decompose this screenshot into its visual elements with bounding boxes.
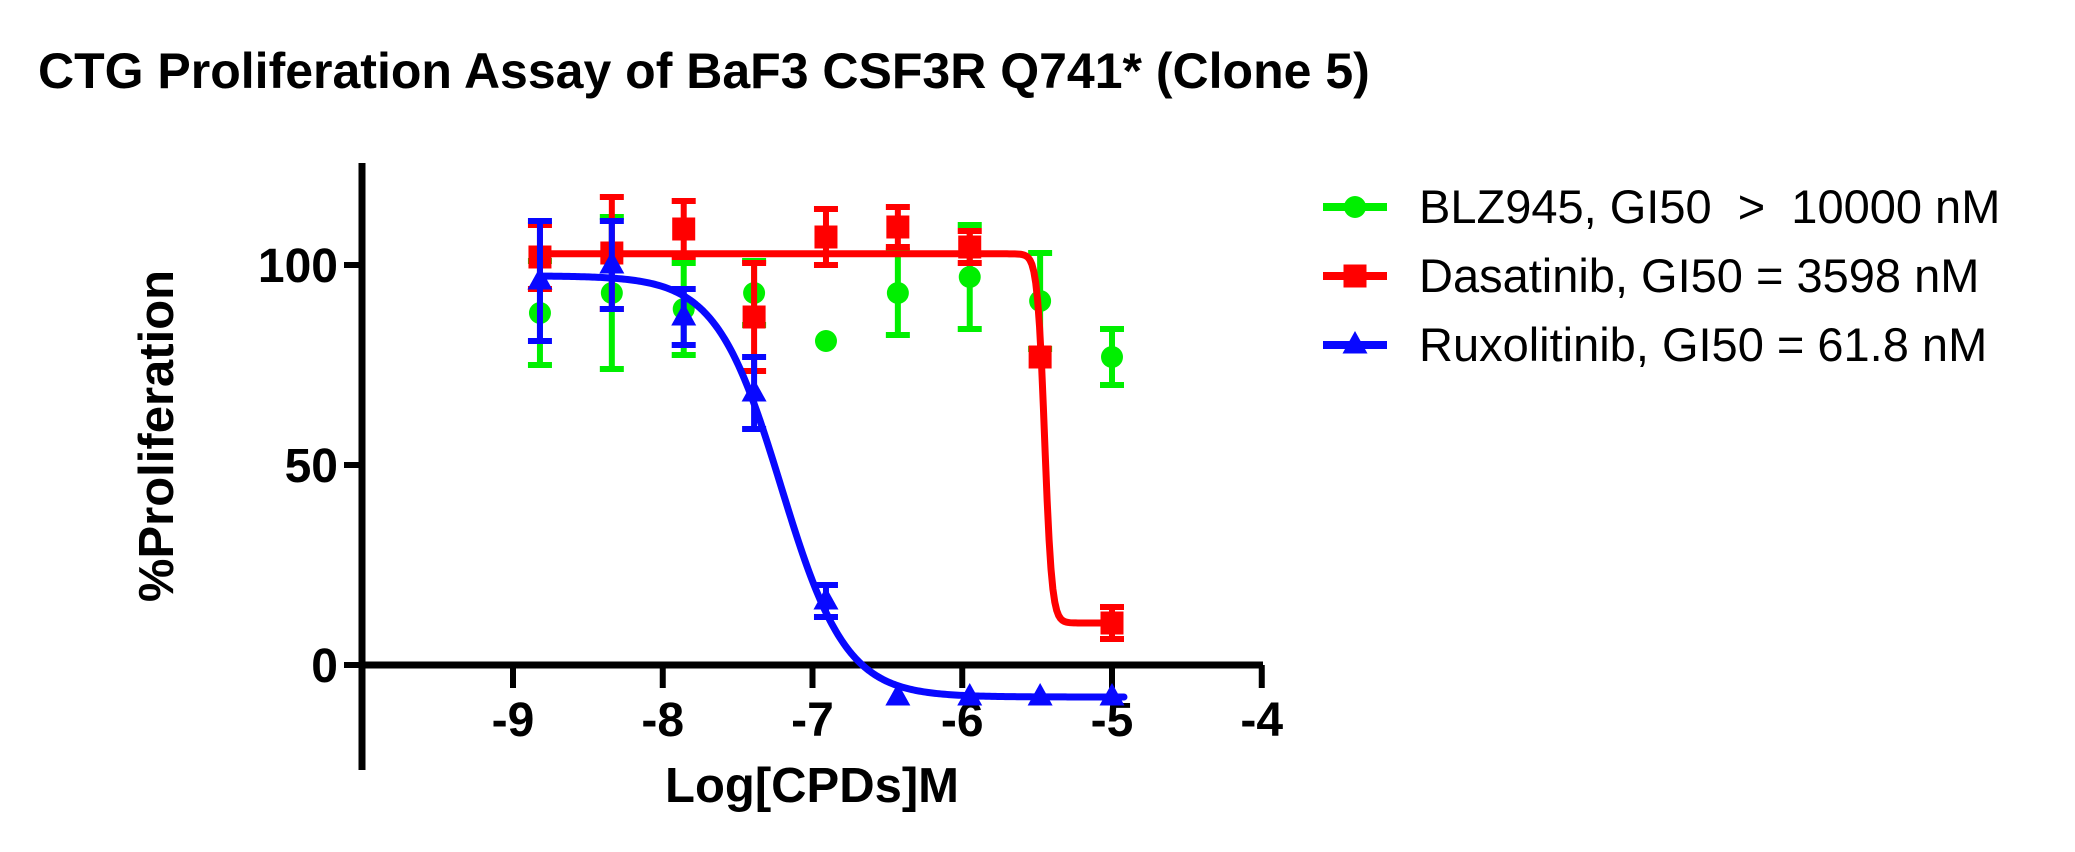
y-tick-label: 100 xyxy=(258,240,338,293)
data-point-square xyxy=(1028,345,1052,369)
data-point-square xyxy=(672,217,696,241)
fit-curve-ruxolitinib xyxy=(536,272,1128,701)
legend-marker-circle-icon xyxy=(1323,195,1387,218)
data-point-circle xyxy=(1101,346,1123,368)
data-point-triangle xyxy=(599,251,625,274)
data-point-triangle xyxy=(1099,683,1125,706)
legend-label: Ruxolitinib, GI50 = 61.8 nM xyxy=(1419,318,1988,371)
y-axis-title: %Proliferation xyxy=(130,269,184,603)
x-axis-title: Log[CPDs]M xyxy=(665,759,959,813)
legend-entry-blz945: BLZ945, GI50 > 10000 nM xyxy=(1322,172,2000,241)
x-tick-label: -4 xyxy=(1240,694,1283,747)
x-tick-label: -7 xyxy=(791,694,834,747)
x-tick-label: -9 xyxy=(492,694,535,747)
data-point-triangle xyxy=(741,379,767,402)
data-point-triangle xyxy=(813,587,839,610)
legend-marker-square-icon xyxy=(1323,264,1387,287)
data-point-triangle xyxy=(671,303,697,326)
legend-label: Dasatinib, GI50 = 3598 nM xyxy=(1419,249,1980,302)
y-tick-label: 50 xyxy=(285,440,338,493)
data-point-circle xyxy=(814,330,837,352)
data-point-square xyxy=(1100,611,1124,635)
y-tick-label: 0 xyxy=(311,640,338,693)
data-point-triangle xyxy=(885,683,911,706)
data-point-square xyxy=(814,225,838,249)
legend-entry-dasatinib: Dasatinib, GI50 = 3598 nM xyxy=(1322,241,2000,310)
legend-entry-ruxolitinib: Ruxolitinib, GI50 = 61.8 nM xyxy=(1322,310,2000,379)
series-ruxolitinib xyxy=(527,218,1128,706)
data-point-square xyxy=(742,305,766,329)
data-point-square xyxy=(886,215,910,239)
data-point-square xyxy=(958,235,982,259)
legend-label: BLZ945, GI50 > 10000 nM xyxy=(1419,180,2001,233)
data-point-triangle xyxy=(957,683,983,706)
data-point-circle xyxy=(886,282,909,304)
data-point-triangle xyxy=(1027,683,1053,706)
x-tick-label: -8 xyxy=(641,694,684,747)
legend: BLZ945, GI50 > 10000 nM Dasatinib, GI50 … xyxy=(1322,172,2000,379)
chart-title: CTG Proliferation Assay of BaF3 CSF3R Q7… xyxy=(38,43,1370,99)
data-point-triangle xyxy=(527,267,553,290)
fit-curve-dasatinib xyxy=(536,250,1116,627)
legend-marker-triangle-icon xyxy=(1323,330,1387,353)
data-point-circle xyxy=(958,266,981,288)
